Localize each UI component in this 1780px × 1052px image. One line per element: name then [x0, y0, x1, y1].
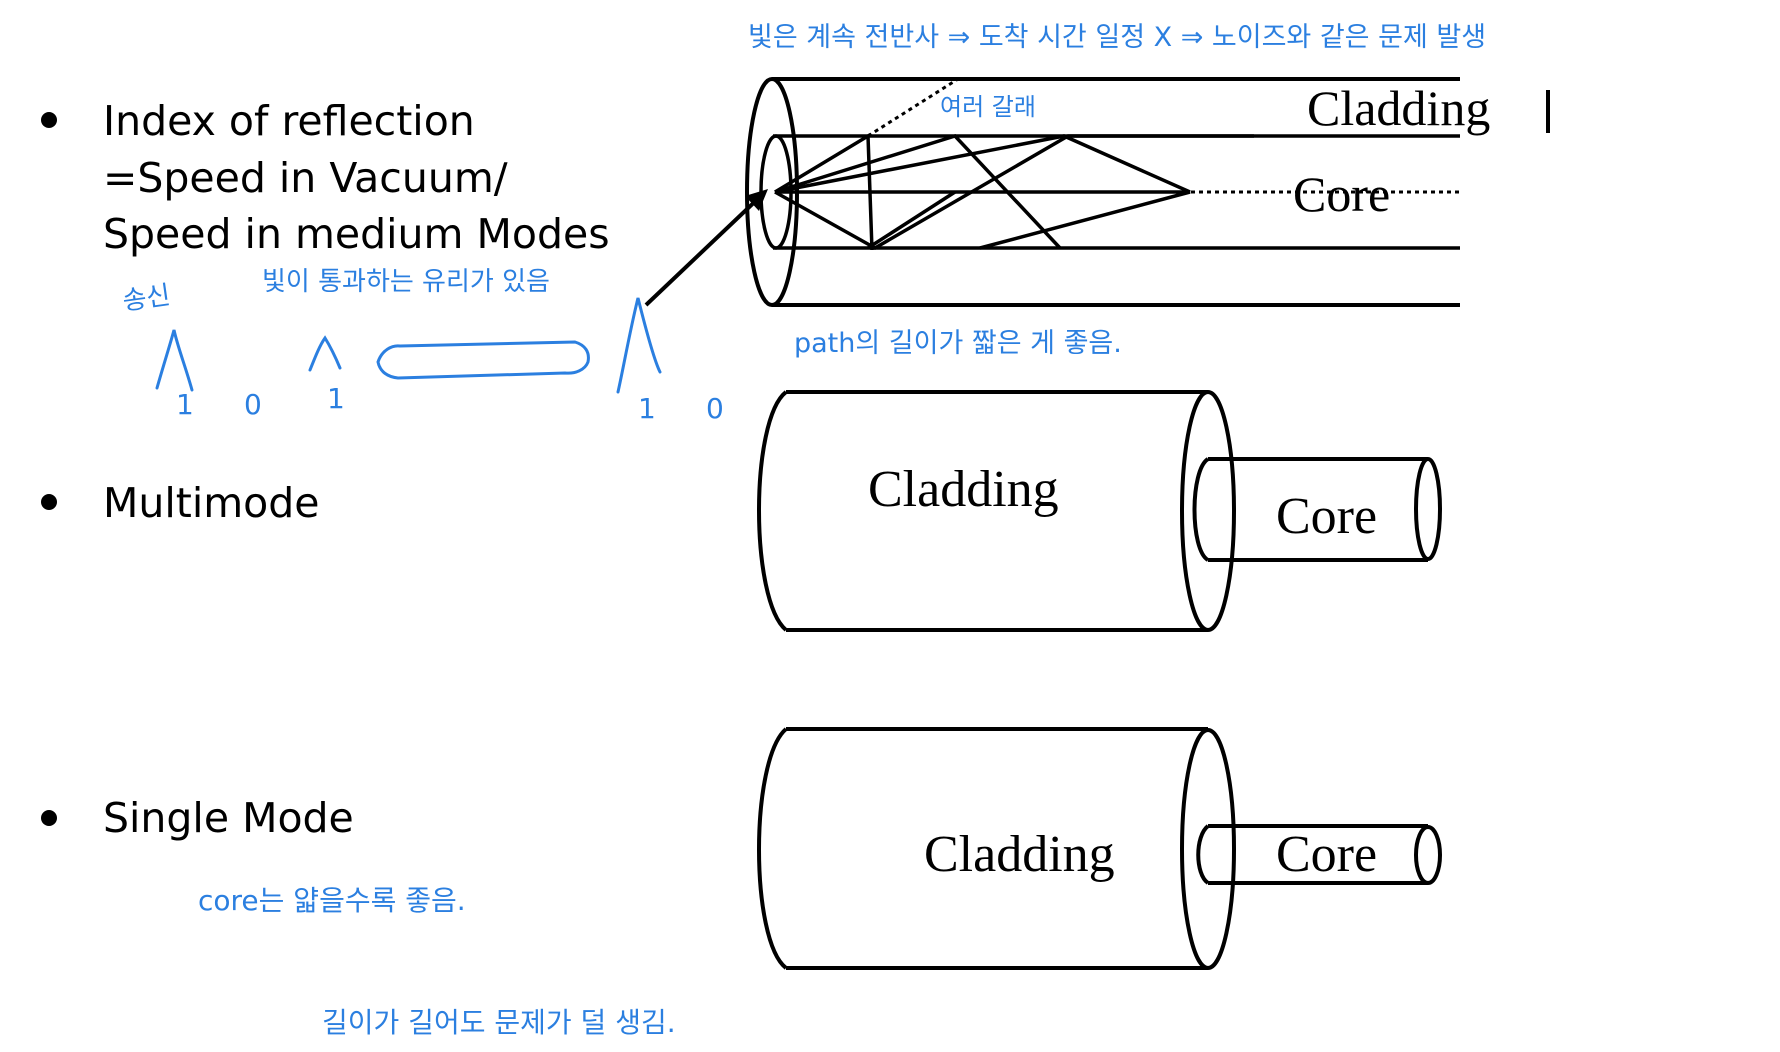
- multimode-cladding-label: Cladding: [868, 461, 1059, 518]
- bullet-dot-single-mode: [41, 810, 57, 826]
- transmit-note: 송신: [121, 281, 173, 317]
- many-paths-note: 여러 갈래: [940, 93, 1036, 121]
- top-core-label: Core: [1293, 166, 1390, 222]
- bullet-dot-index: [41, 112, 57, 128]
- path-length-note: path의 길이가 짧은 게 좋음.: [794, 328, 1122, 359]
- bullet-index-line2: =Speed in Vacuum/: [103, 154, 508, 202]
- single-mode-core-label: Core: [1276, 826, 1377, 883]
- bullet-single-mode: Single Mode: [103, 794, 354, 842]
- top-annotation: 빛은 계속 전반사 ⇒ 도착 시간 일정 X ⇒ 노이즈와 같은 문제 발생: [748, 22, 1486, 53]
- glass-note: 빛이 통과하는 유리가 있음: [262, 267, 550, 297]
- bullet-dot-multimode: [41, 494, 57, 510]
- core-thin-note: core는 얇을수록 좋음.: [198, 884, 466, 917]
- bit-0a: 0: [244, 388, 262, 421]
- bit-1c: 1: [638, 392, 656, 425]
- pointer-arrow-line: [644, 191, 766, 307]
- multimode-core-label: Core: [1276, 488, 1377, 545]
- bullet-multimode: Multimode: [103, 479, 320, 527]
- bullet-index-line3: Speed in medium Modes: [103, 210, 610, 258]
- long-ok-note: 길이가 길어도 문제가 덜 생김.: [322, 1006, 676, 1039]
- top-fiber: [745, 77, 1550, 307]
- bit-1b: 1: [327, 382, 345, 415]
- bullet-index-line1: Index of reflection: [103, 97, 475, 145]
- single-mode-cladding-label: Cladding: [924, 826, 1115, 883]
- single-mode-fiber: [757, 727, 1442, 970]
- bit-0b: 0: [706, 392, 724, 425]
- bit-1a: 1: [176, 388, 194, 421]
- multimode-fiber: [757, 390, 1442, 632]
- signal-pulse-sketch: [155, 297, 662, 394]
- top-cladding-label: Cladding: [1307, 80, 1490, 136]
